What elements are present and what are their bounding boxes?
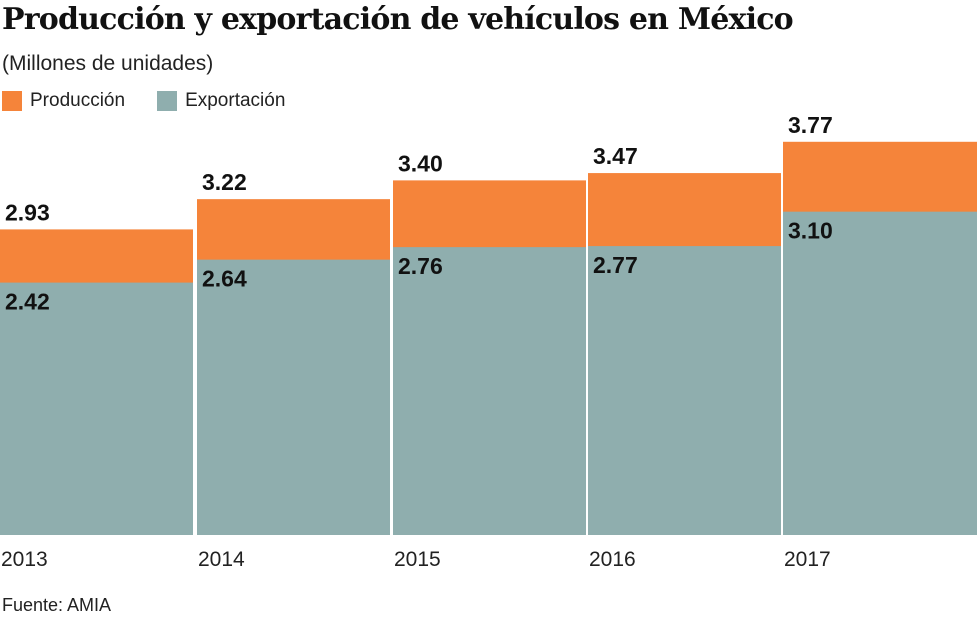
x-tick-2016: 2016 <box>589 548 636 571</box>
bar-exportacion-2015 <box>393 247 586 535</box>
x-tick-2014: 2014 <box>198 548 245 571</box>
label-exportacion-2016: 2.77 <box>593 252 638 278</box>
bar-exportacion-2017 <box>783 211 977 536</box>
label-produccion-2013: 2.93 <box>5 199 50 225</box>
label-exportacion-2017: 3.10 <box>788 218 833 244</box>
label-produccion-2015: 3.40 <box>398 150 443 176</box>
legend: Producción Exportación <box>2 90 317 112</box>
legend-swatch-exportacion <box>157 91 178 111</box>
label-produccion-2016: 3.47 <box>593 143 638 169</box>
chart-title: Producción y exportación de vehículos en… <box>2 2 794 37</box>
label-produccion-2017: 3.77 <box>788 112 833 138</box>
legend-item-exportacion: Exportación <box>157 90 285 112</box>
x-tick-2013: 2013 <box>1 548 48 571</box>
label-produccion-2014: 3.22 <box>202 169 247 195</box>
x-tick-2015: 2015 <box>394 548 441 571</box>
x-tick-2017: 2017 <box>784 548 831 571</box>
legend-label-exportacion: Exportación <box>185 90 286 111</box>
legend-item-produccion: Producción <box>2 90 125 112</box>
label-exportacion-2013: 2.42 <box>5 289 50 315</box>
label-exportacion-2014: 2.64 <box>202 266 247 292</box>
bar-exportacion-2016 <box>588 246 781 536</box>
bar-exportacion-2014 <box>197 259 390 535</box>
bar-exportacion-2013 <box>0 282 193 535</box>
legend-label-produccion: Producción <box>30 90 126 111</box>
label-exportacion-2015: 2.76 <box>398 253 443 279</box>
legend-swatch-produccion <box>2 91 22 111</box>
chart-subtitle: (Millones de unidades) <box>2 52 214 75</box>
source-note: Fuente: AMIA <box>2 595 112 615</box>
